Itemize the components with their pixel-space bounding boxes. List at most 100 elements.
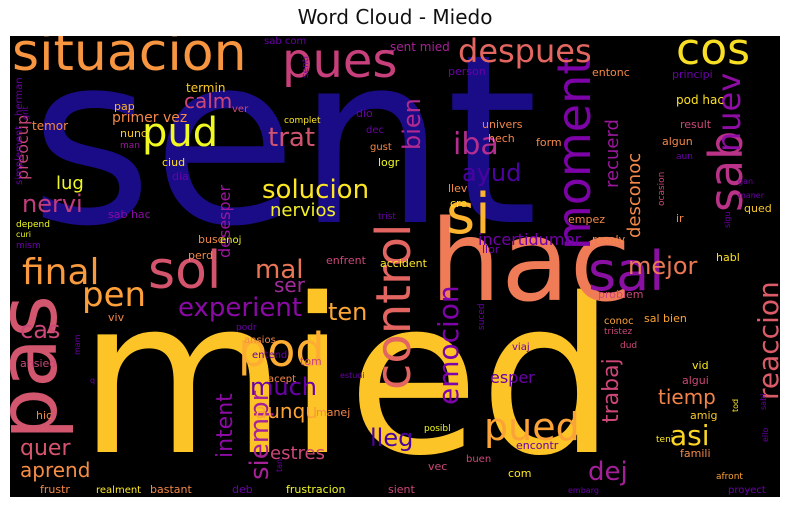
word-asi: asi — [670, 419, 710, 452]
word-perd: perd — [188, 249, 213, 262]
word-ir: ir — [676, 212, 684, 225]
word-realment: realment — [96, 485, 141, 496]
word-habl: habl — [716, 251, 740, 264]
word-mam: mam — [73, 334, 82, 355]
word-viv: viv — [108, 311, 125, 324]
word-embarg: embarg — [568, 486, 599, 495]
word-q: q — [90, 376, 95, 385]
word-aun: aun — [676, 152, 693, 162]
word-situacion: situacion — [12, 36, 247, 83]
word-maner: maner — [738, 191, 765, 200]
word-result: result — [680, 118, 712, 131]
word-llev: llev — [448, 182, 468, 195]
word-ten: ten — [328, 298, 367, 326]
word-quer: quer — [20, 436, 71, 461]
word-simplement: simplement — [14, 126, 25, 185]
chart-title: Word Cloud - Miedo — [297, 5, 493, 29]
word-qued: qued — [744, 202, 772, 215]
word-bien: bien — [398, 98, 426, 150]
word-com: com — [508, 467, 532, 480]
word-deb: deb — [232, 483, 253, 496]
word-frustracion: frustracion — [286, 483, 346, 496]
word-cos: cos — [676, 36, 750, 75]
word-estres: estres — [270, 443, 325, 464]
word-algui: algui — [682, 374, 709, 387]
word-hech: hech — [488, 132, 515, 145]
word-univers: univers — [482, 118, 523, 131]
word-ocasion: ocasion — [657, 172, 667, 206]
word-sol: sol — [148, 241, 221, 301]
word-reaccion: reaccion — [752, 281, 780, 400]
word-trabaj: trabaj — [599, 358, 624, 423]
word-frustr: frustr — [40, 483, 70, 496]
word-acept: acept — [268, 374, 296, 385]
word-pud: pud — [142, 110, 218, 156]
word-sabi: sabi — [759, 394, 768, 410]
word-preocup: preocup — [13, 115, 32, 180]
word-hac: hac — [430, 197, 631, 327]
word-pas: pas — [10, 295, 76, 440]
cloud-background — [10, 36, 780, 497]
word-experient: experient — [178, 293, 302, 323]
word-temor: temor — [32, 119, 68, 133]
word-lleg: lleg — [370, 424, 413, 452]
word-conoc: conoc — [604, 316, 634, 327]
word-aprend: aprend — [20, 458, 90, 482]
word-gust: gust — [370, 142, 392, 153]
word-ser: ser — [274, 273, 306, 297]
word-enoj: enoj — [220, 235, 241, 246]
word-sal: sal — [588, 240, 664, 303]
word-sent: sent — [30, 36, 538, 278]
word-control: control — [366, 224, 422, 390]
word-pues: pues — [282, 36, 397, 89]
word-dej: dej — [588, 457, 628, 487]
word-nuev: nuev — [710, 73, 748, 152]
word-siempr: siempr — [245, 390, 275, 480]
word-buen: buen — [466, 454, 491, 465]
word-calm: calm — [184, 89, 232, 113]
word-enfrent: enfrent — [326, 254, 367, 267]
word-tom: tom — [300, 355, 322, 368]
word-tiemp: tiemp — [658, 385, 716, 409]
word-resolv: resolv — [592, 233, 626, 246]
word-tan: tan — [275, 459, 284, 472]
word-dia: dia — [172, 170, 189, 183]
word-ciud: ciud — [162, 156, 185, 169]
word-logr: logr — [378, 156, 400, 169]
word-recuerd: recuerd — [602, 119, 623, 188]
word-bastant: bastant — [150, 483, 192, 496]
word-ver: ver — [232, 104, 249, 115]
word-ello: ello — [761, 428, 770, 442]
word-principi: principi — [672, 68, 713, 81]
word-manej: manej — [316, 406, 350, 419]
word-grit: grit — [21, 106, 30, 120]
word-trat: trat — [268, 123, 315, 153]
word-pod: pod — [238, 323, 325, 377]
word-sab: sab — [699, 131, 753, 212]
word-incertidumbr: incertidumbr — [478, 230, 582, 249]
word-moment: moment — [547, 57, 601, 250]
word-suced: suced — [477, 303, 487, 330]
word-intent: intent — [213, 393, 238, 458]
word-mism: mism — [16, 241, 41, 251]
word-famili: famili — [680, 447, 711, 460]
word-aunqu: aunqu — [255, 399, 318, 423]
word-person: person — [448, 65, 486, 78]
word-desconoc: desconoc — [624, 153, 645, 238]
word-busc: busc — [198, 233, 224, 246]
word-pued: pued — [484, 405, 580, 449]
word-accident: accident — [380, 257, 428, 270]
word-termin: termin — [186, 81, 225, 95]
word-pap: pap — [114, 100, 135, 113]
word-hic: hic — [36, 409, 52, 422]
word-estudi: estudi — [340, 371, 365, 380]
word-nervios: nervios — [270, 200, 336, 221]
word-despues: despues — [458, 36, 592, 70]
word-iba: iba — [453, 127, 499, 162]
word-sient: sient — [388, 483, 416, 496]
word-vid: vid — [692, 359, 709, 372]
word-much: much — [250, 373, 317, 401]
word-teni: teni — [656, 435, 673, 445]
